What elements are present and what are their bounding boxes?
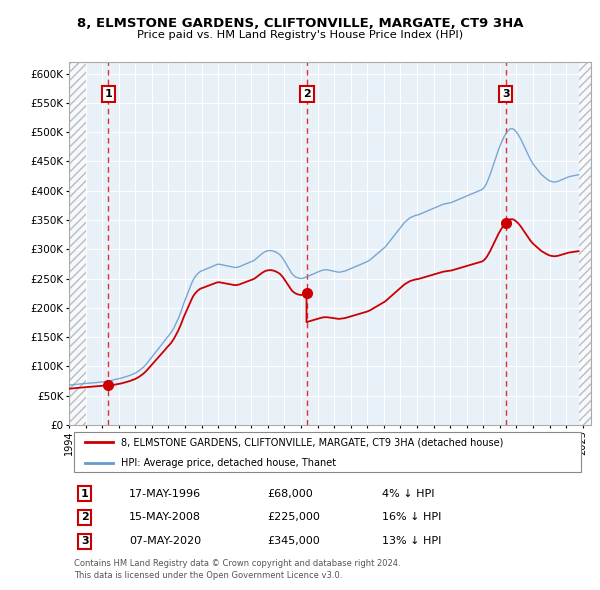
Text: 8, ELMSTONE GARDENS, CLIFTONVILLE, MARGATE, CT9 3HA: 8, ELMSTONE GARDENS, CLIFTONVILLE, MARGA… — [77, 17, 523, 30]
Text: 07-MAY-2020: 07-MAY-2020 — [129, 536, 201, 546]
Text: 16% ↓ HPI: 16% ↓ HPI — [382, 513, 442, 523]
Text: This data is licensed under the Open Government Licence v3.0.: This data is licensed under the Open Gov… — [74, 571, 343, 580]
Text: 3: 3 — [502, 89, 509, 99]
Text: 13% ↓ HPI: 13% ↓ HPI — [382, 536, 442, 546]
Text: 17-MAY-1996: 17-MAY-1996 — [129, 489, 201, 499]
Bar — [69, 62, 86, 425]
Text: Price paid vs. HM Land Registry's House Price Index (HPI): Price paid vs. HM Land Registry's House … — [137, 30, 463, 40]
Bar — [69, 62, 86, 425]
Text: 2: 2 — [81, 513, 89, 523]
Text: £68,000: £68,000 — [268, 489, 313, 499]
Text: 15-MAY-2008: 15-MAY-2008 — [129, 513, 201, 523]
Text: 8, ELMSTONE GARDENS, CLIFTONVILLE, MARGATE, CT9 3HA (detached house): 8, ELMSTONE GARDENS, CLIFTONVILLE, MARGA… — [121, 437, 503, 447]
Text: Contains HM Land Registry data © Crown copyright and database right 2024.: Contains HM Land Registry data © Crown c… — [74, 559, 401, 569]
Bar — [578, 62, 591, 425]
Text: HPI: Average price, detached house, Thanet: HPI: Average price, detached house, Than… — [121, 458, 337, 468]
Bar — [578, 62, 591, 425]
Text: 2: 2 — [303, 89, 311, 99]
Text: 1: 1 — [104, 89, 112, 99]
Text: 1: 1 — [81, 489, 89, 499]
FancyBboxPatch shape — [74, 432, 581, 472]
Text: £345,000: £345,000 — [268, 536, 320, 546]
Text: 3: 3 — [81, 536, 88, 546]
Text: £225,000: £225,000 — [268, 513, 320, 523]
Text: 4% ↓ HPI: 4% ↓ HPI — [382, 489, 434, 499]
